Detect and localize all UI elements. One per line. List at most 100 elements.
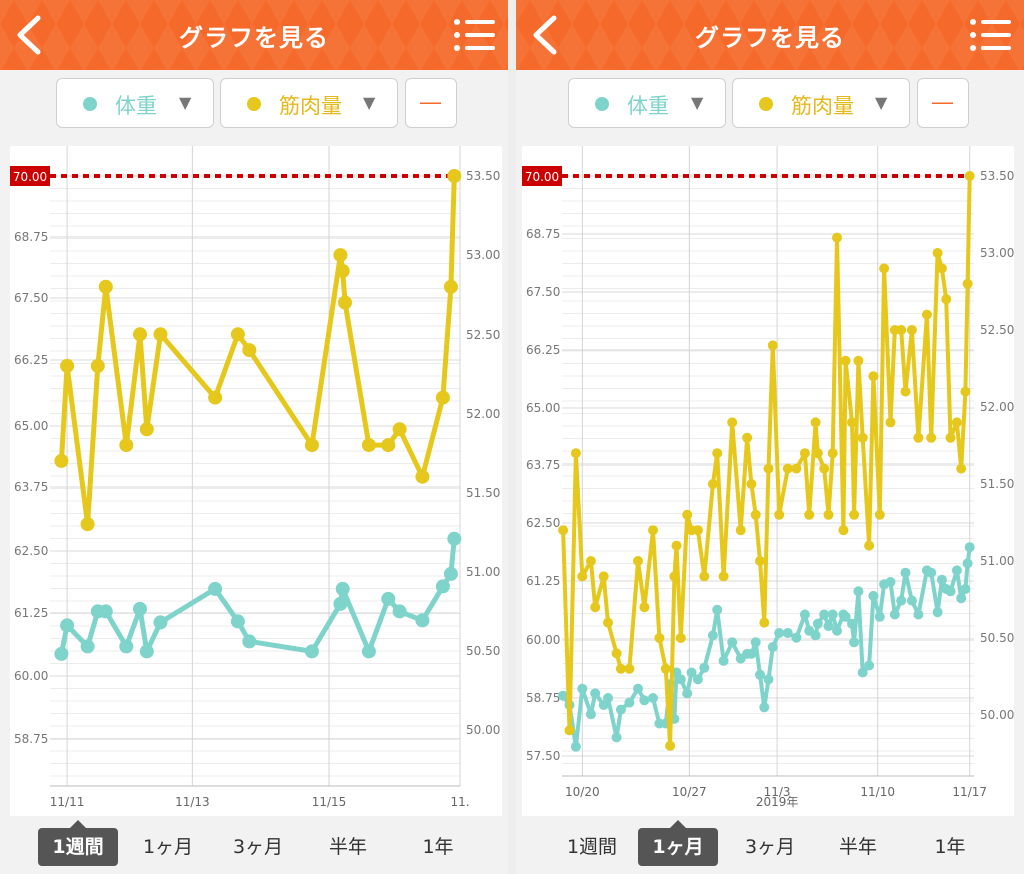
screen-week: グラフを見る 体重 ▼ 筋肉量 ▼ ― 68.75 67.50 66.25 65.00… — [0, 0, 508, 874]
tab-halfyear[interactable]: 半年 — [838, 836, 877, 858]
right-tick-label: 50.00 — [466, 723, 500, 737]
tab-1month[interactable]: 1ヶ月 — [142, 836, 194, 858]
weight-selector[interactable]: 体重 ▼ — [568, 78, 726, 128]
tab-halfyear[interactable]: 半年 — [328, 836, 367, 858]
data-point-weight — [885, 577, 896, 587]
left-tick-label: 65.00 — [526, 401, 560, 415]
page-title: グラフを見る — [695, 24, 845, 52]
left-tick-label: 57.50 — [526, 749, 560, 763]
data-point-weight — [686, 667, 697, 678]
data-point-weight — [868, 590, 879, 601]
right-tick-label: 52.00 — [980, 400, 1014, 414]
data-point-muscle — [392, 422, 407, 437]
data-point-muscle — [847, 417, 857, 428]
caret-down-icon: ▼ — [363, 93, 376, 112]
muscle-selector[interactable]: 筋肉量 ▼ — [220, 78, 398, 128]
target-label-bg — [10, 166, 50, 186]
data-point-muscle — [133, 327, 147, 342]
data-point-weight — [435, 579, 450, 594]
menu-button[interactable] — [968, 14, 1014, 56]
data-point-muscle — [913, 432, 924, 443]
data-point-weight — [333, 596, 348, 611]
x-tick-label: 11/10 — [860, 785, 895, 799]
data-point-muscle — [964, 171, 975, 181]
tab-1week[interactable]: 1週間 — [38, 820, 118, 866]
data-point-muscle — [900, 386, 911, 397]
data-point-weight — [153, 615, 168, 630]
data-point-muscle — [435, 390, 450, 405]
right-tick-label: 53.50 — [466, 169, 500, 183]
data-point-muscle — [603, 617, 613, 628]
data-point-muscle — [812, 448, 823, 459]
remove-series-button[interactable]: ― — [405, 78, 457, 128]
data-point-muscle — [827, 448, 838, 459]
data-point-muscle — [960, 386, 971, 397]
left-tick-label: 60.00 — [14, 669, 48, 683]
data-point-muscle — [718, 571, 729, 582]
right-tick-label: 50.00 — [980, 708, 1014, 722]
left-tick-label: 58.75 — [14, 732, 48, 746]
target-label: 70.00 — [13, 170, 47, 184]
right-tick-label: 51.00 — [466, 565, 500, 579]
right-tick-label: 51.00 — [980, 554, 1014, 568]
caret-down-icon: ▼ — [875, 93, 888, 112]
tab-1year[interactable]: 1年 — [422, 836, 454, 858]
data-point-weight — [864, 660, 875, 671]
tab-3months[interactable]: 3ヶ月 — [232, 836, 284, 858]
data-point-weight — [692, 674, 703, 685]
data-point-weight — [823, 621, 834, 632]
back-button[interactable] — [522, 12, 566, 58]
minus-icon: ― — [932, 90, 953, 114]
right-tick-label: 50.50 — [980, 631, 1014, 645]
left-tick-label: 67.50 — [14, 291, 48, 305]
data-point-muscle — [707, 479, 718, 489]
data-point-muscle — [857, 432, 868, 443]
data-point-weight — [827, 609, 838, 620]
left-tick-label: 66.25 — [14, 353, 48, 367]
list-menu-icon — [970, 19, 1011, 51]
data-point-muscle — [90, 358, 105, 373]
weight-selector-label: 体重 — [627, 94, 669, 118]
data-point-muscle — [941, 294, 952, 305]
data-point-muscle — [774, 509, 785, 520]
chevron-left-icon — [17, 15, 41, 55]
data-point-muscle — [665, 740, 676, 751]
weight-selector[interactable]: 体重 ▼ — [56, 78, 214, 128]
right-tick-label: 52.00 — [466, 407, 500, 421]
data-point-weight — [896, 595, 907, 606]
series-selector-bar: 体重 ▼ 筋肉量 ▼ ― — [516, 70, 1024, 142]
weight-color-dot — [595, 97, 609, 111]
data-point-muscle — [742, 432, 753, 443]
muscle-selector[interactable]: 筋肉量 ▼ — [732, 78, 910, 128]
menu-button[interactable] — [452, 14, 498, 56]
left-tick-label: 61.25 — [14, 606, 48, 620]
data-point-muscle — [671, 540, 682, 551]
data-point-weight — [847, 618, 857, 629]
tab-1week[interactable]: 1週間 — [566, 836, 618, 858]
data-point-weight — [98, 604, 113, 619]
left-tick-label: 68.75 — [14, 230, 48, 244]
data-point-muscle — [590, 602, 601, 613]
data-point-muscle — [230, 327, 245, 342]
data-point-muscle — [80, 517, 95, 532]
left-tick-label: 68.75 — [526, 227, 560, 241]
data-point-muscle — [611, 648, 622, 659]
data-point-weight — [80, 639, 95, 654]
back-button[interactable] — [6, 12, 50, 58]
tab-3months[interactable]: 3ヶ月 — [744, 836, 796, 858]
data-point-weight — [819, 609, 830, 620]
tab-1year[interactable]: 1年 — [934, 836, 966, 858]
data-point-muscle — [639, 602, 650, 613]
weight-color-dot — [83, 97, 97, 111]
data-point-weight — [392, 604, 407, 619]
data-point-weight — [208, 581, 223, 596]
right-tick-label: 52.50 — [980, 323, 1014, 337]
data-point-muscle — [879, 263, 890, 274]
tab-1month[interactable]: 1ヶ月 — [638, 820, 718, 866]
data-point-muscle — [945, 432, 956, 443]
right-tick-label: 53.50 — [980, 169, 1014, 183]
right-tick-label: 53.00 — [466, 248, 500, 262]
data-point-muscle — [755, 556, 765, 566]
right-tick-label: 50.50 — [466, 644, 500, 658]
remove-series-button[interactable]: ― — [917, 78, 969, 128]
